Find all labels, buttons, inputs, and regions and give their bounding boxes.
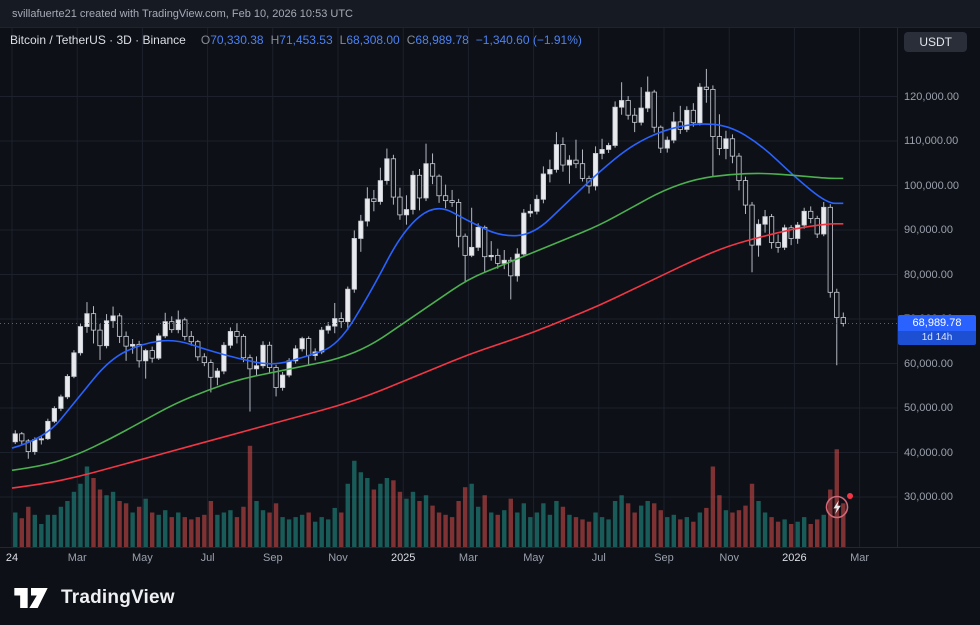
price-axis[interactable]: 120,000.00 110,000.00 100,000.00 90,000.00 8… bbox=[897, 28, 980, 548]
price-axis-label: 40,000.00 bbox=[904, 446, 953, 459]
bar-countdown: 1d 14h bbox=[898, 331, 976, 346]
price-chart-canvas[interactable] bbox=[0, 28, 980, 548]
price-axis-label: 50,000.00 bbox=[904, 402, 953, 414]
price-axis-label: 80,000.00 bbox=[904, 268, 953, 281]
last-price-label: 68,989.78 1d 14h bbox=[898, 315, 976, 346]
time-axis-label: 2026 bbox=[782, 552, 807, 564]
symbol-legend: Bitcoin / TetherUS · 3D · Binance O 70,33… bbox=[10, 33, 582, 47]
time-axis-label: Mar bbox=[67, 552, 87, 564]
volume-layer bbox=[13, 445, 846, 547]
ohlc-open-label: O bbox=[200, 33, 211, 47]
ohlc-low-label: L bbox=[339, 33, 347, 47]
time-axis-label: 2025 bbox=[390, 552, 416, 564]
ma-fast-line bbox=[11, 123, 844, 449]
last-price-value: 68,989.78 bbox=[898, 315, 976, 332]
time-axis[interactable]: 24 Mar May Jul Sep Nov 2025 Mar May Jul Sep Nov 2026… bbox=[0, 548, 980, 570]
grid-layer bbox=[0, 28, 897, 548]
time-axis-label: Nov bbox=[719, 552, 739, 564]
candles-layer bbox=[12, 68, 846, 459]
attribution-text: svillafuerte21 created with TradingView.… bbox=[12, 7, 353, 20]
ohlc-low-value: 68,308.00 bbox=[346, 33, 400, 47]
time-axis-label: May bbox=[132, 552, 153, 564]
time-axis-label: Jul bbox=[200, 552, 215, 564]
time-axis-label: Sep bbox=[263, 552, 283, 564]
ma-slow-line bbox=[11, 222, 844, 489]
time-axis-label: Nov bbox=[328, 552, 348, 564]
price-axis-label: 100,000.00 bbox=[904, 179, 960, 192]
notification-dot bbox=[847, 493, 853, 499]
footer: TradingView bbox=[0, 570, 980, 625]
time-axis-label: May bbox=[523, 552, 544, 564]
ohlc-high-value: 71,453.53 bbox=[279, 33, 333, 47]
lightning-icon bbox=[825, 493, 853, 519]
time-axis-label: Sep bbox=[654, 552, 674, 564]
price-axis-label: 120,000.00 bbox=[904, 90, 960, 103]
time-axis-label: Jul bbox=[591, 552, 606, 564]
ma-lines-layer bbox=[11, 123, 844, 489]
price-axis-label: 30,000.00 bbox=[904, 491, 953, 503]
price-change: −1,340.60 (−1.91%) bbox=[475, 33, 582, 47]
ma-mid-line bbox=[11, 172, 844, 472]
symbol-title[interactable]: Bitcoin / TetherUS · 3D · Binance bbox=[10, 33, 186, 47]
attribution-bar: svillafuerte21 created with TradingView.… bbox=[0, 0, 980, 28]
ohlc-high-label: H bbox=[270, 33, 280, 47]
chart-area: Bitcoin / TetherUS · 3D · Binance O 70,33… bbox=[0, 28, 980, 548]
overlay-layer bbox=[0, 28, 980, 548]
time-axis-label: Mar bbox=[850, 552, 870, 564]
spark-button[interactable] bbox=[822, 488, 856, 522]
price-axis-label: 90,000.00 bbox=[904, 224, 953, 236]
time-axis-label: 24 bbox=[5, 552, 19, 564]
ohlc-close-value: 68,989.78 bbox=[415, 33, 469, 47]
tradingview-wordmark[interactable]: TradingView bbox=[61, 586, 175, 608]
price-axis-label: 110,000.00 bbox=[904, 135, 959, 147]
ohlc-open-value: 70,330.38 bbox=[210, 33, 264, 47]
tradingview-logo-icon[interactable] bbox=[12, 583, 50, 613]
time-axis-label: Mar bbox=[458, 552, 478, 564]
ohlc-close-label: C bbox=[406, 33, 416, 47]
currency-toggle-button[interactable]: USDT bbox=[904, 32, 967, 52]
price-axis-label: 60,000.00 bbox=[904, 357, 953, 370]
